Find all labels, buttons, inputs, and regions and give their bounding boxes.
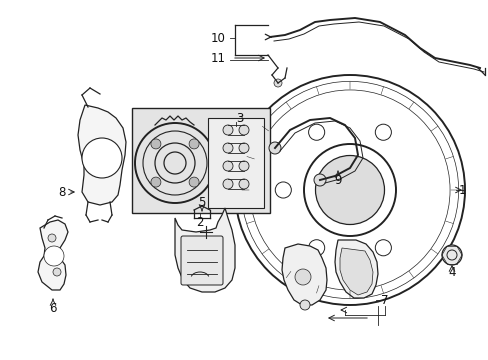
Circle shape [151,139,161,149]
Polygon shape [175,208,235,292]
Circle shape [308,124,324,140]
Polygon shape [132,108,269,213]
Circle shape [189,139,199,149]
Circle shape [82,138,122,178]
Circle shape [48,234,56,242]
Text: 6: 6 [49,302,57,315]
Polygon shape [334,240,377,298]
Circle shape [268,142,281,154]
Text: 3: 3 [236,112,243,125]
Text: 1: 1 [457,184,465,197]
Circle shape [441,245,461,265]
Polygon shape [78,105,126,205]
Circle shape [239,179,248,189]
Text: 7: 7 [381,293,388,306]
Polygon shape [282,244,326,305]
Text: 5: 5 [198,195,205,208]
Circle shape [313,174,325,186]
Polygon shape [339,248,372,295]
Circle shape [223,125,232,135]
Circle shape [223,161,232,171]
Circle shape [151,177,161,187]
Circle shape [239,125,248,135]
Circle shape [189,177,199,187]
Text: 11: 11 [210,51,225,64]
Circle shape [294,269,310,285]
Circle shape [44,246,64,266]
Circle shape [223,179,232,189]
Circle shape [239,143,248,153]
Polygon shape [207,118,264,208]
Text: 4: 4 [447,266,455,279]
Circle shape [223,143,232,153]
Text: 2: 2 [196,216,203,229]
Circle shape [273,79,282,87]
Text: 10: 10 [210,31,225,45]
Circle shape [53,268,61,276]
Circle shape [239,161,248,171]
Text: 8: 8 [58,185,65,198]
Circle shape [308,240,324,256]
Text: 9: 9 [334,174,341,186]
Circle shape [275,182,291,198]
Circle shape [299,300,309,310]
Polygon shape [38,220,68,290]
Circle shape [374,240,390,256]
FancyBboxPatch shape [181,236,223,285]
Circle shape [315,156,384,225]
Circle shape [374,124,390,140]
